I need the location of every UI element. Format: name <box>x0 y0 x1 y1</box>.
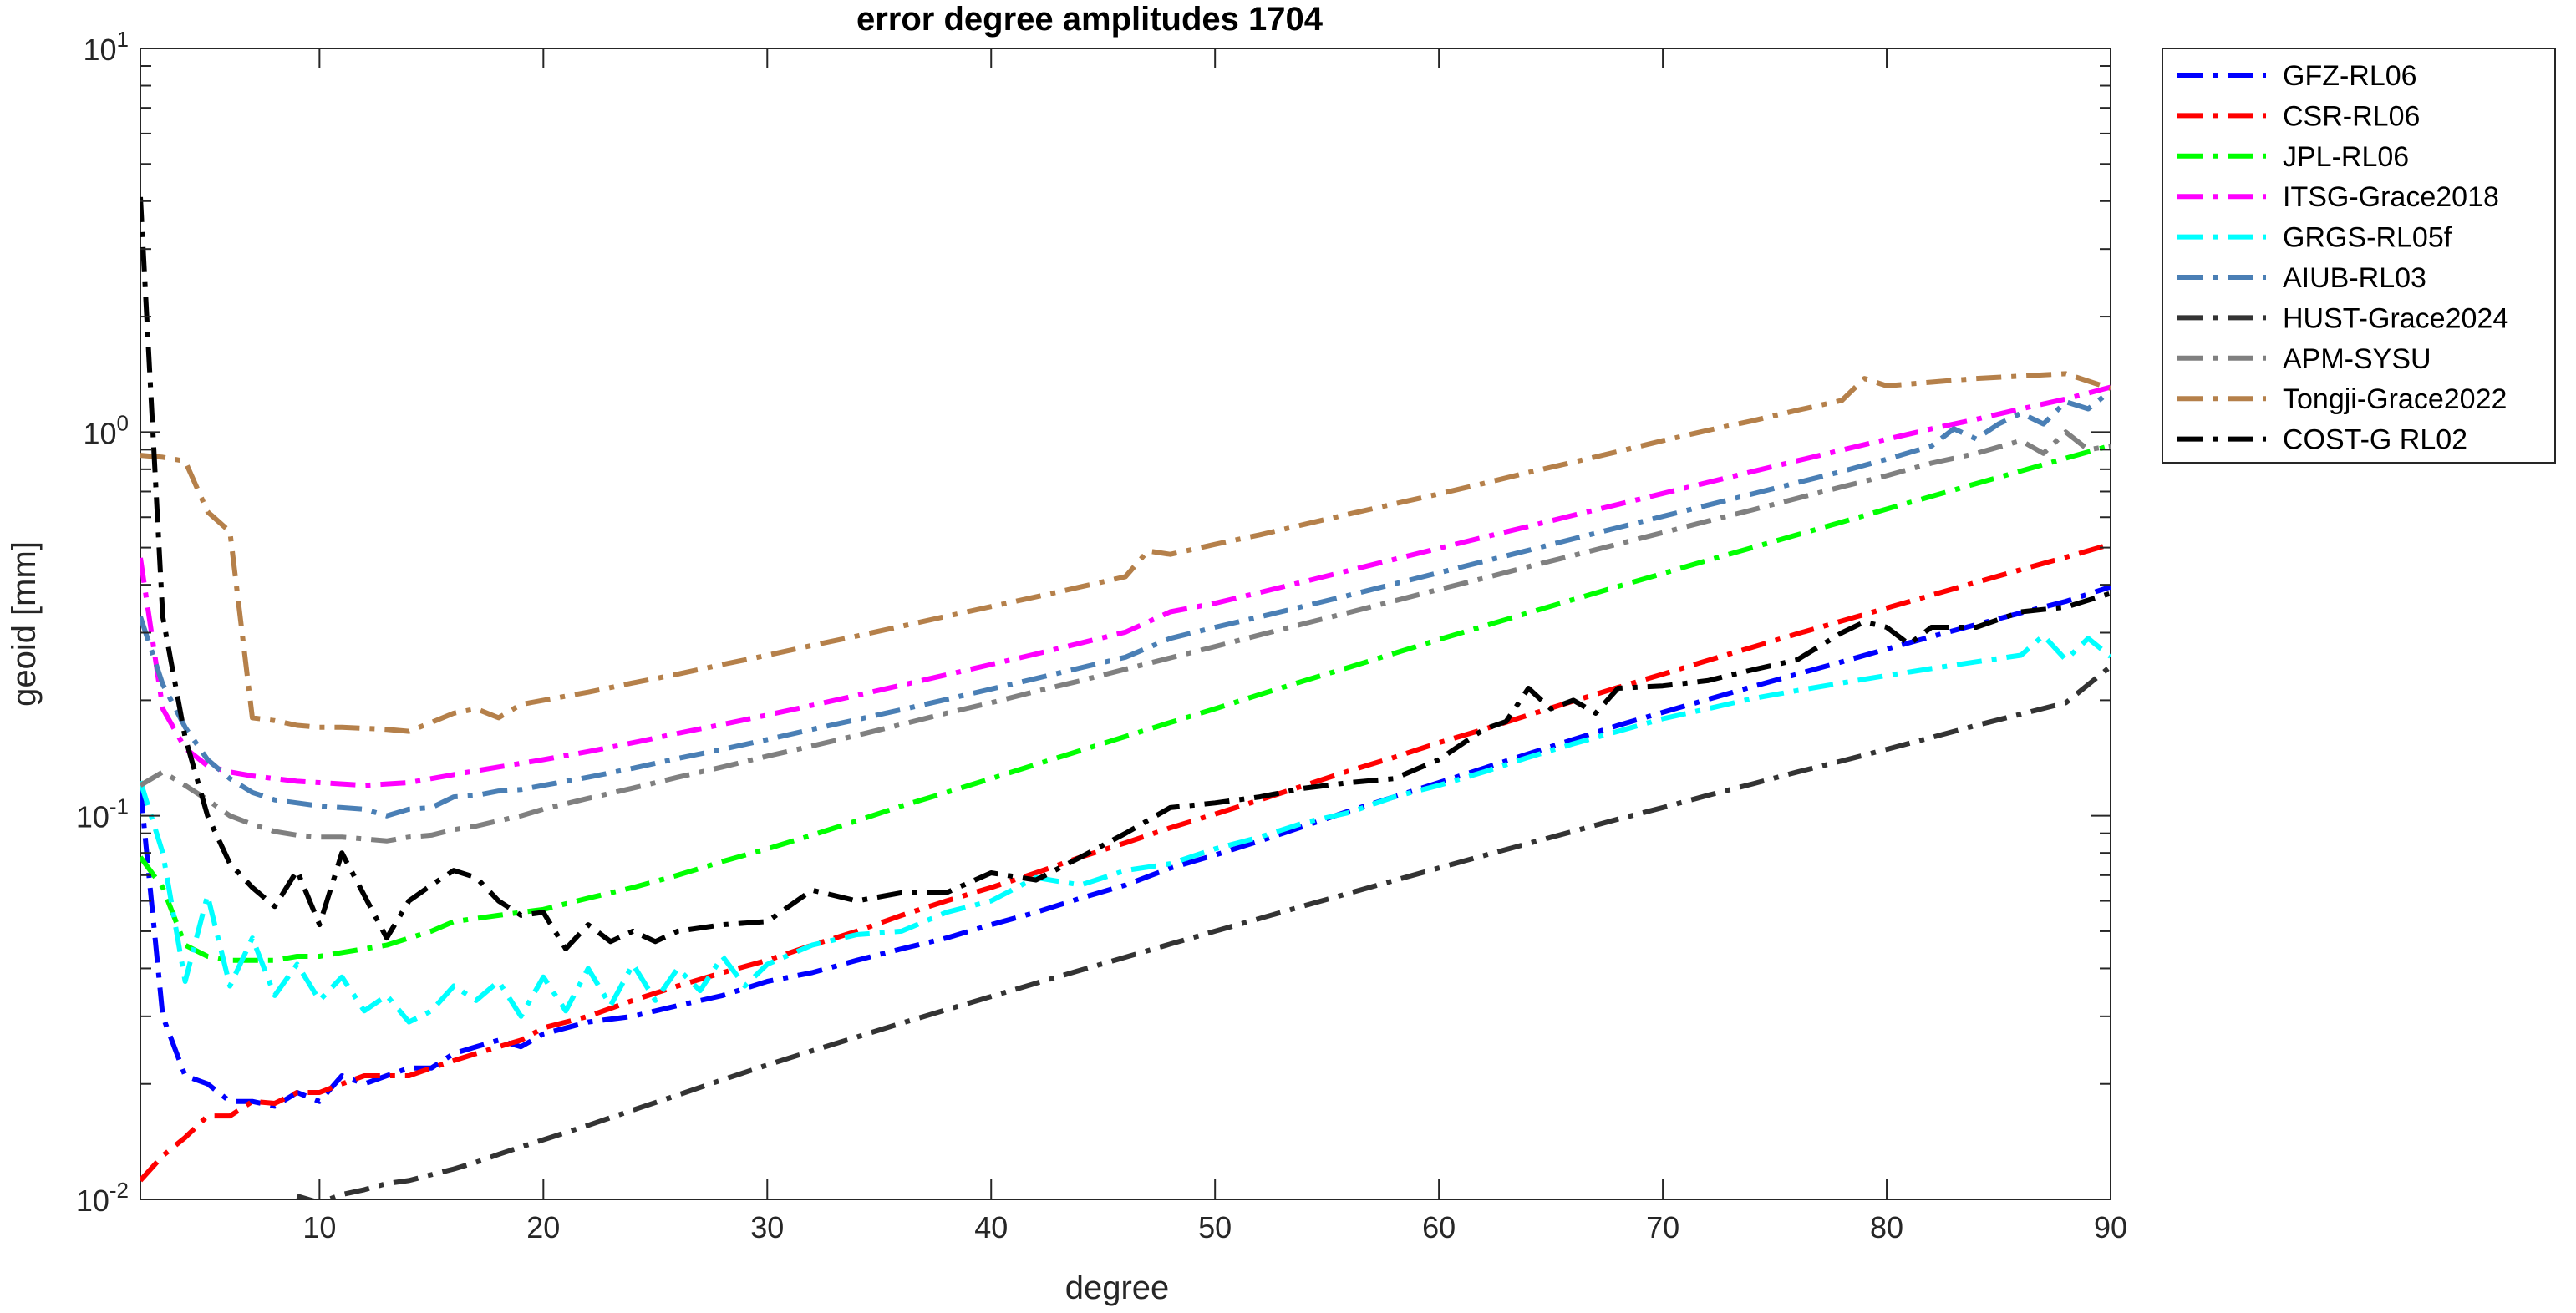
x-tick-label: 20 <box>526 1210 560 1245</box>
y-tick-label: 101 <box>83 27 129 67</box>
chart-title: error degree amplitudes 1704 <box>856 1 1324 38</box>
series-line-2 <box>140 443 2111 963</box>
x-tick-label: 50 <box>1198 1210 1232 1245</box>
series-line-7 <box>140 429 2111 844</box>
series-line-4 <box>140 632 2111 1025</box>
legend-label-9: COST-G RL02 <box>2283 424 2467 456</box>
legend-label-1: CSR-RL06 <box>2283 100 2420 132</box>
legend-label-4: GRGS-RL05f <box>2283 222 2452 254</box>
x-tick-label: 40 <box>974 1210 1008 1245</box>
legend-label-5: AIUB-RL03 <box>2283 262 2426 294</box>
series-line-1 <box>140 541 2111 1183</box>
legend-label-7: APM-SYSU <box>2283 343 2431 375</box>
series-line-5 <box>140 388 2111 819</box>
y-tick-label: 10-1 <box>76 794 129 834</box>
legend-items: GFZ-RL06 CSR-RL06 JPL-RL06 ITSG-Grace2018 GR… <box>2177 60 2508 456</box>
legend-label-3: ITSG-Grace2018 <box>2283 181 2499 213</box>
series-line-9 <box>140 196 2111 951</box>
plot-area <box>140 48 2111 1200</box>
legend: GFZ-RL06 CSR-RL06 JPL-RL06 ITSG-Grace2018 GR… <box>2162 48 2556 464</box>
x-tick-label: 80 <box>1870 1210 1903 1245</box>
x-tick-label: 10 <box>302 1210 336 1245</box>
series-layer <box>140 196 2111 1199</box>
x-tick-label: 70 <box>1646 1210 1679 1245</box>
y-axis-label: geoid [mm] <box>6 541 43 707</box>
x-tick-label: 30 <box>750 1210 784 1245</box>
x-axis-label: degree <box>1065 1270 1170 1306</box>
x-tick-label: 60 <box>1422 1210 1456 1245</box>
y-tick-label: 10-2 <box>76 1178 129 1218</box>
legend-label-8: Tongji-Grace2022 <box>2283 383 2507 415</box>
axis-ticks: 10 20 30 40 50 60 70 80 90 10-2 10-1 100 101 <box>76 27 2127 1245</box>
series-line-8 <box>140 371 2111 734</box>
legend-label-2: JPL-RL06 <box>2283 141 2409 173</box>
y-tick-label: 100 <box>83 410 129 450</box>
series-line-6 <box>296 664 2111 1199</box>
series-line-3 <box>140 384 2111 788</box>
legend-label-6: HUST-Grace2024 <box>2283 302 2508 334</box>
legend-label-0: GFZ-RL06 <box>2283 60 2417 92</box>
series-line-0 <box>140 584 2111 1109</box>
x-tick-label: 90 <box>2094 1210 2127 1245</box>
